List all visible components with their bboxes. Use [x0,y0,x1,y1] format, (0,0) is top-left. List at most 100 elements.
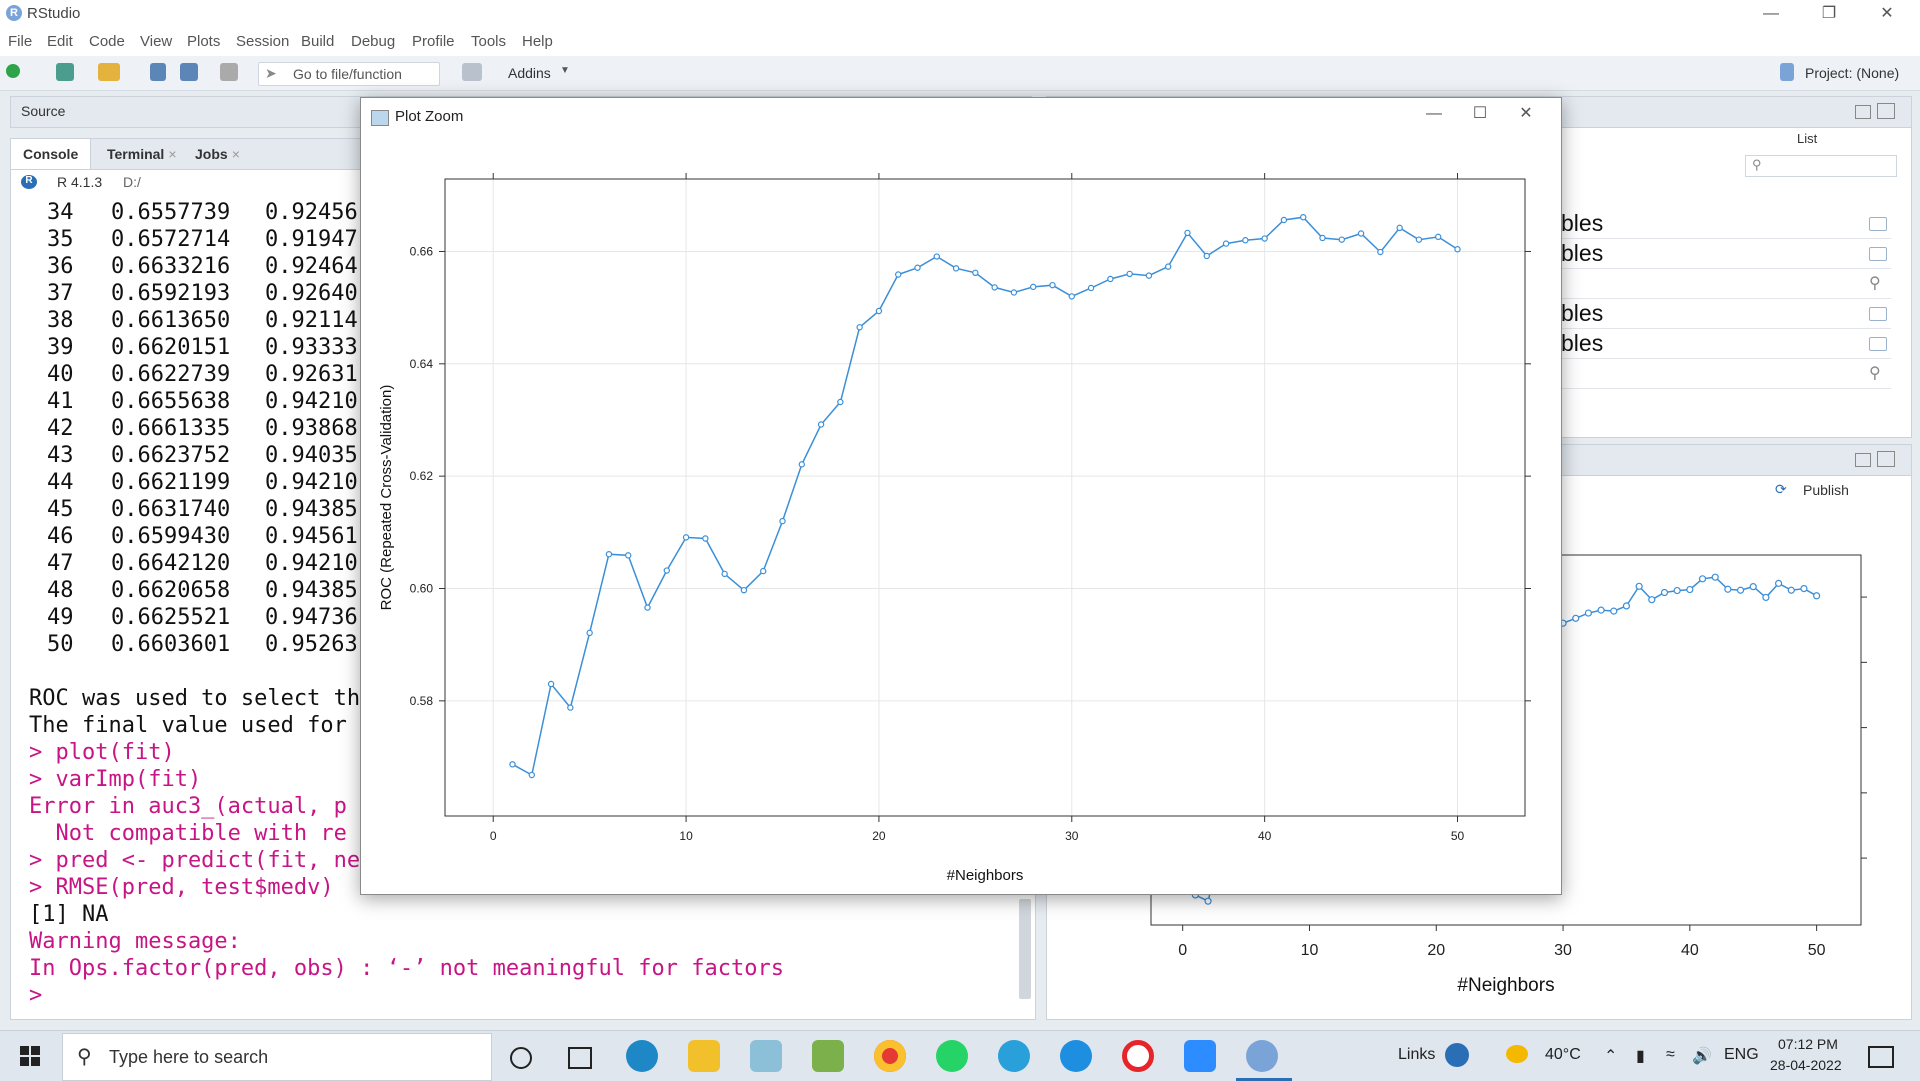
console-line: Error in auc3_(actual, p [29,794,347,819]
grid-icon[interactable] [1869,337,1887,351]
working-dir[interactable]: D:/ [123,174,141,190]
close-icon[interactable]: ✕ [1880,5,1894,22]
opera-icon[interactable] [1122,1040,1154,1072]
result-cell-k: 47 [47,551,74,576]
data-point [1415,236,1423,243]
menu-file[interactable]: File [8,33,33,50]
zoom-icon[interactable] [1184,1040,1216,1072]
weather-icon[interactable] [1506,1045,1528,1063]
temperature[interactable]: 40°C [1545,1046,1581,1063]
console-scrollbar[interactable] [1019,899,1031,999]
app-icon-2[interactable] [812,1040,844,1072]
menu-edit[interactable]: Edit [47,33,73,50]
project-menu[interactable]: Project: (None) [1805,65,1900,81]
magnifier-icon[interactable]: ⚲ [1869,275,1881,292]
battery-icon[interactable]: ▮ [1636,1048,1645,1065]
notifications-icon[interactable] [1868,1046,1894,1068]
taskbar-search-input[interactable]: ⚲ Type here to search [62,1033,492,1081]
edge-icon[interactable] [626,1040,658,1072]
data-point [1184,229,1191,237]
app-icon[interactable] [750,1040,782,1072]
addins-menu[interactable]: Addins [508,65,551,81]
env-item[interactable]: ⚲ [1561,359,1891,389]
env-item[interactable]: ⚲ [1561,269,1891,299]
data-point [1203,252,1210,260]
data-point [933,253,940,260]
go-to-placeholder: Go to file/function [293,66,402,82]
result-cell-sens: 0.92456 [265,200,358,225]
console-output[interactable]: 34 0.6557739 0.92456 35 0.6572714 0.91947 36 0.… [11,199,1011,1009]
menu-build[interactable]: Build [301,33,335,50]
clock-date[interactable]: 28-04-2022 [1770,1057,1842,1073]
data-point [663,567,670,574]
file-explorer-icon[interactable] [688,1040,720,1072]
tab-console[interactable]: Console [11,139,92,169]
result-cell-roc: 0.6620658 [111,578,231,603]
search-icon: ⚲ [77,1046,92,1068]
menu-view[interactable]: View [140,33,173,50]
skype-icon[interactable] [1060,1040,1092,1072]
restore-icon[interactable]: ❐ [1821,5,1837,22]
task-view-icon[interactable] [568,1047,592,1069]
maximize-plots-icon[interactable] [1877,451,1895,467]
grid-icon[interactable] [1869,217,1887,231]
env-item[interactable]: bles [1561,209,1891,239]
preview-data-point [1774,579,1783,587]
tab-jobs[interactable]: Jobs × [195,146,240,162]
grid-icon[interactable] [1869,247,1887,261]
data-point [721,570,728,578]
minimize-plots-icon[interactable] [1855,453,1871,467]
menu-code[interactable]: Code [89,33,125,50]
open-file-icon[interactable] [98,63,120,81]
menu-tools[interactable]: Tools [471,33,507,50]
help-icon[interactable] [1445,1043,1469,1067]
console-line: > RMSE(pred, test$medv) [29,875,334,900]
env-item[interactable]: bles [1561,299,1891,329]
source-tab[interactable]: Source [21,103,66,119]
whatsapp-icon[interactable] [936,1040,968,1072]
env-item[interactable]: bles [1561,239,1891,269]
preview-data-point [1572,614,1580,622]
publish-button[interactable]: Publish [1803,482,1849,498]
grid-icon[interactable] [1869,307,1887,321]
save-icon[interactable] [150,63,166,81]
tab-terminal[interactable]: Terminal × [107,146,177,162]
wifi-icon[interactable]: ≈ [1666,1046,1675,1063]
menu-session[interactable]: Session [236,33,290,50]
minimize-icon[interactable]: — [1763,5,1779,22]
save-all-icon[interactable] [180,63,198,81]
zoom-maximize-icon[interactable]: ☐ [1472,105,1488,122]
links-toolbar[interactable]: Links [1398,1046,1436,1063]
maximize-pane-icon[interactable] [1877,103,1895,119]
minimize-pane-icon[interactable] [1855,105,1871,119]
data-point [1107,275,1114,283]
telegram-icon[interactable] [998,1040,1030,1072]
menu-debug[interactable]: Debug [351,33,396,50]
data-point [1030,283,1037,291]
grid-layout-icon[interactable] [462,63,482,81]
volume-icon[interactable]: 🔊 [1692,1048,1712,1065]
print-icon[interactable] [220,63,238,81]
env-search-input[interactable]: ⚲ [1745,155,1897,177]
menu-profile[interactable]: Profile [412,33,455,50]
cortana-icon[interactable] [510,1047,532,1069]
tray-chevron-icon[interactable]: ⌃ [1604,1048,1618,1065]
go-to-file-input[interactable]: ➤ Go to file/function [258,62,440,86]
preview-data-point [1698,575,1707,583]
menu-plots[interactable]: Plots [187,33,221,50]
new-file-icon[interactable] [6,64,20,78]
new-project-icon[interactable] [56,63,74,81]
language-indicator[interactable]: ENG [1724,1046,1759,1063]
zoom-close-icon[interactable]: ✕ [1519,105,1533,122]
zoom-minimize-icon[interactable]: — [1426,105,1442,122]
result-cell-sens: 0.94210 [265,389,358,414]
magnifier-icon[interactable]: ⚲ [1869,365,1881,382]
clock-time[interactable]: 07:12 PM [1778,1036,1838,1052]
env-item[interactable]: bles [1561,329,1891,359]
chrome-icon[interactable] [874,1040,906,1072]
list-view-toggle[interactable]: List [1797,131,1818,146]
menu-help[interactable]: Help [522,33,553,50]
data-point [509,761,516,768]
rstudio-taskbar-icon[interactable] [1246,1040,1278,1072]
windows-start-icon[interactable] [20,1046,40,1066]
